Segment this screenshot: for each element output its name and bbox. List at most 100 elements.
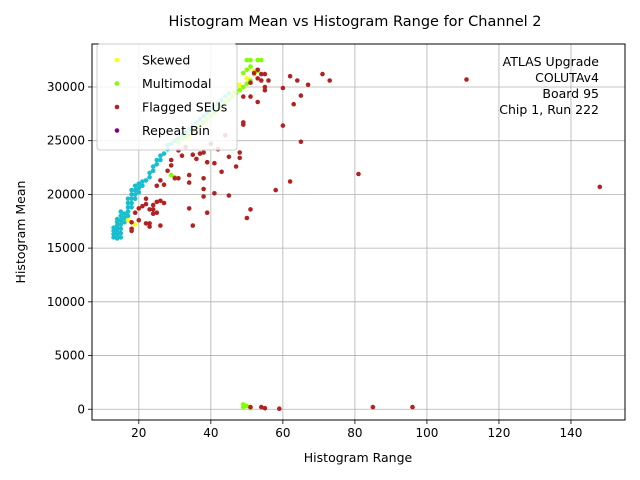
data-point xyxy=(143,196,149,201)
data-point xyxy=(190,223,196,228)
legend-marker xyxy=(114,104,120,110)
data-point xyxy=(370,404,376,410)
data-point xyxy=(118,235,124,240)
data-point xyxy=(244,76,250,81)
data-point xyxy=(129,187,134,193)
data-point xyxy=(244,81,250,86)
data-point xyxy=(251,70,257,76)
data-point xyxy=(190,152,196,157)
annotation-line-2: COLUTAv4 xyxy=(535,70,599,85)
data-point xyxy=(125,205,131,210)
annotation-line-3: Board 95 xyxy=(542,86,599,101)
data-point xyxy=(114,232,120,238)
legend: Skewed Multimodal Flagged SEUs Repeat Bin xyxy=(96,43,238,151)
y-tick-label: 25000 xyxy=(47,134,85,148)
data-point xyxy=(248,207,253,212)
x-axis-ticks: 20 40 60 80 100 120 140 xyxy=(131,420,582,440)
data-point xyxy=(150,211,156,216)
data-point xyxy=(255,67,260,73)
plot-frame xyxy=(91,43,626,421)
data-point xyxy=(129,205,134,210)
data-point xyxy=(111,231,116,237)
data-point xyxy=(158,198,163,204)
data-point xyxy=(237,82,242,88)
x-tick-label: 60 xyxy=(275,426,290,440)
data-point xyxy=(125,217,131,223)
data-point xyxy=(212,191,217,196)
data-point xyxy=(140,183,145,189)
data-point xyxy=(219,169,224,175)
chart-title: Histogram Mean vs Histogram Range for Ch… xyxy=(169,14,542,30)
data-point xyxy=(125,209,131,214)
data-point xyxy=(118,209,124,214)
data-point xyxy=(266,78,271,83)
y-tick-label: 20000 xyxy=(47,187,85,201)
data-point xyxy=(132,210,138,215)
data-point xyxy=(287,73,293,79)
y-tick-label: 0 xyxy=(77,402,85,416)
data-point xyxy=(158,178,163,183)
data-point xyxy=(147,170,152,176)
data-point xyxy=(244,57,250,63)
data-point xyxy=(158,223,163,228)
data-point xyxy=(280,85,286,91)
data-point xyxy=(201,150,206,155)
data-point xyxy=(226,193,232,198)
data-point xyxy=(136,206,142,211)
data-point xyxy=(255,99,260,105)
data-point xyxy=(241,402,246,407)
data-point xyxy=(136,185,142,191)
data-point xyxy=(125,213,131,219)
data-point xyxy=(244,215,250,221)
data-point xyxy=(201,176,206,181)
data-point xyxy=(125,200,131,206)
data-point xyxy=(150,207,156,212)
data-point xyxy=(298,139,304,145)
data-point xyxy=(204,210,210,215)
x-tick-label: 80 xyxy=(347,426,362,440)
data-point xyxy=(237,155,242,161)
data-point xyxy=(132,222,138,227)
data-point xyxy=(259,78,264,83)
data-point xyxy=(111,225,116,230)
data-point xyxy=(150,168,156,174)
data-point xyxy=(168,172,174,178)
data-point xyxy=(248,80,253,85)
data-point xyxy=(305,82,311,88)
data-point xyxy=(259,404,264,410)
data-point xyxy=(118,222,124,227)
data-point xyxy=(244,403,250,409)
data-point xyxy=(118,226,124,232)
data-point xyxy=(161,200,167,206)
data-point xyxy=(298,93,304,98)
data-point xyxy=(204,159,210,165)
data-point xyxy=(114,226,120,232)
x-tick-label: 100 xyxy=(415,426,438,440)
data-point xyxy=(172,176,178,181)
data-point xyxy=(165,168,170,174)
data-point xyxy=(118,213,124,219)
data-point xyxy=(262,84,268,90)
x-tick-label: 20 xyxy=(131,426,146,440)
data-point xyxy=(241,94,246,99)
data-point xyxy=(125,196,131,201)
data-point xyxy=(161,151,167,156)
annotation-line-4: Chip 1, Run 222 xyxy=(499,102,599,117)
data-point xyxy=(118,217,124,223)
x-tick-label: 140 xyxy=(560,426,583,440)
data-point xyxy=(143,221,149,226)
data-point xyxy=(154,183,160,189)
legend-box xyxy=(96,43,238,151)
data-point xyxy=(226,154,232,160)
data-point xyxy=(248,404,253,410)
legend-label: Skewed xyxy=(142,53,190,68)
data-point xyxy=(114,236,120,241)
y-tick-label: 5000 xyxy=(54,349,85,363)
annotation-line-1: ATLAS Upgrade xyxy=(503,54,600,69)
data-point xyxy=(320,71,325,77)
data-point xyxy=(291,101,297,107)
data-point xyxy=(143,178,149,183)
data-point xyxy=(273,187,279,193)
data-point xyxy=(140,203,145,209)
data-point xyxy=(233,164,239,169)
